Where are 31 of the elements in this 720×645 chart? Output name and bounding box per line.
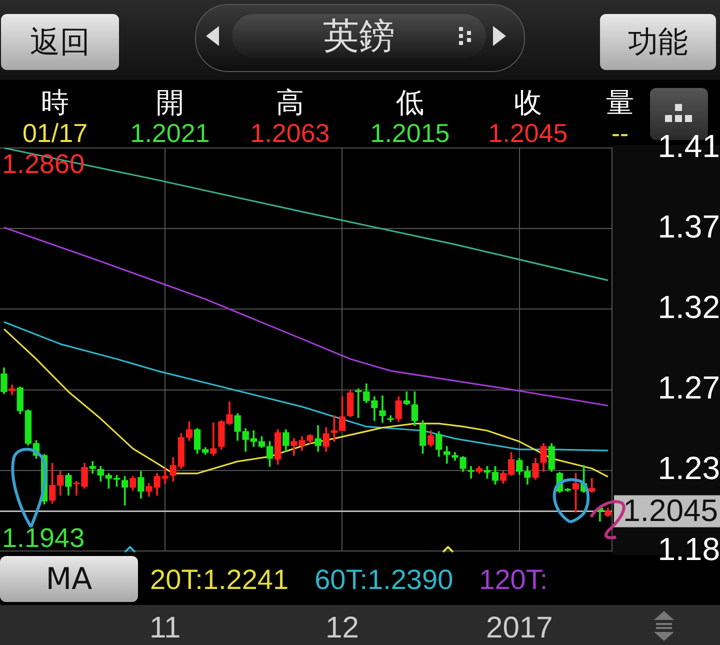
text: 收 <box>514 85 542 121</box>
chart-title: 英鎊 <box>232 14 486 58</box>
text: 低 <box>396 85 424 121</box>
text: 返回 <box>1 14 119 70</box>
text: 60T:1.2390 <box>314 564 454 596</box>
y-tick-label: 1.32 <box>658 289 720 326</box>
annotation: 1.2063 <box>250 118 330 149</box>
annotation: 1.1943 <box>2 523 85 554</box>
y-tick-label: 1.18 <box>658 530 720 567</box>
annotation: 01/17 <box>22 118 88 149</box>
text: 時 <box>41 85 69 121</box>
text: 120T: <box>479 564 548 596</box>
annotation: 1.2860 <box>2 149 85 180</box>
ref-line-label: 1.2045 <box>623 492 718 528</box>
text: 功能 <box>600 14 716 70</box>
y-tick-label: 1.23 <box>658 450 720 486</box>
legend-label: 20T:1.2241 <box>150 564 289 596</box>
annotation: -- <box>611 118 629 149</box>
x-tick-label: 2017 <box>486 611 553 644</box>
x-tick-label: 11 <box>150 611 181 644</box>
x-tick-label: 12 <box>326 611 359 644</box>
annotation: 1.2015 <box>370 118 450 149</box>
y-tick-label: 1.27 <box>658 370 720 406</box>
annotation: 1.2021 <box>130 118 210 149</box>
text: 高 <box>276 85 304 121</box>
y-tick-label: 1.41 <box>658 128 720 164</box>
text: 量 <box>606 85 634 121</box>
y-tick-label: 1.37 <box>658 208 720 244</box>
text: MA <box>0 556 138 602</box>
text: 開 <box>156 85 184 121</box>
annotation: 1.2045 <box>488 118 568 149</box>
